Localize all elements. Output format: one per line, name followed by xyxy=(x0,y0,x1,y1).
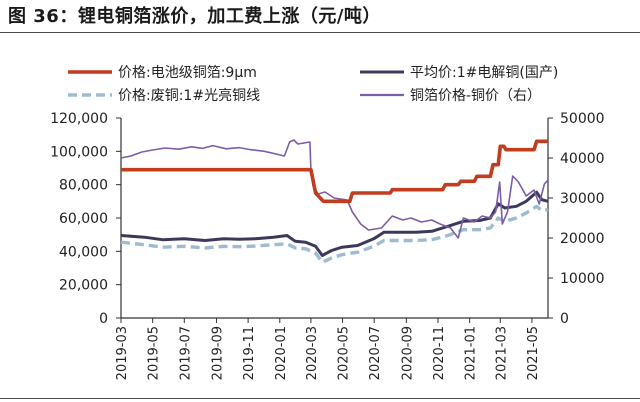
title-rule xyxy=(0,32,640,33)
y-right-tick-label: 50000 xyxy=(560,111,605,127)
series-line-0 xyxy=(121,139,548,204)
series-layer xyxy=(120,139,549,264)
y-right-tick-label: 30000 xyxy=(560,191,605,207)
y-left-tick-label: 20,000 xyxy=(59,278,108,294)
x-tick-label: 2019-05 xyxy=(147,326,162,380)
x-tick-label: 2021-03 xyxy=(494,326,509,380)
y-left-tick-label: 80,000 xyxy=(59,178,108,194)
bottom-rule xyxy=(0,398,640,399)
legend-label-3: 铜箔价格-铜价（右） xyxy=(410,88,541,104)
legend-label-0: 价格:电池级铜箔:9μm xyxy=(118,65,257,81)
y-right-tick-label: 0 xyxy=(560,311,569,327)
x-tick-label: 2019-07 xyxy=(178,326,193,380)
series-line-1 xyxy=(120,190,549,257)
x-tick-label: 2019-09 xyxy=(210,326,225,380)
legend-label-1: 平均价:1#电解铜(国产) xyxy=(410,65,558,81)
x-tick-label: 2020-09 xyxy=(400,326,415,380)
x-tick-label: 2020-05 xyxy=(337,326,352,380)
y-left-tick-label: 0 xyxy=(99,311,108,327)
y-left-tick-label: 60,000 xyxy=(59,211,108,227)
x-tick-label: 2019-11 xyxy=(242,326,257,380)
y-right-tick-label: 10000 xyxy=(560,271,605,287)
y-left-tick-label: 40,000 xyxy=(59,244,108,260)
axes-layer: 0 20,000 40,000 60,000 80,000 100,000 120,000 0… xyxy=(50,111,604,380)
legend-label-2: 价格:废铜:1#光亮铜线 xyxy=(118,87,260,104)
x-tick-label: 2020-03 xyxy=(305,326,320,380)
x-tick-label: 2019-03 xyxy=(115,326,130,380)
x-tick-label: 2020-01 xyxy=(274,326,289,380)
y-left-tick-label: 120,000 xyxy=(50,111,108,127)
x-tick-label: 2020-11 xyxy=(432,326,447,380)
legend-layer: 价格:电池级铜箔:9μm 平均价:1#电解铜(国产) 价格:废铜:1#光亮铜线 铜箔价… xyxy=(68,65,558,104)
series-line-2 xyxy=(120,204,549,264)
y-right-tick-label: 20000 xyxy=(560,231,605,247)
figure-title: 图 36：锂电铜箔涨价，加工费上涨（元/吨） xyxy=(8,6,381,27)
x-tick-label: 2021-01 xyxy=(464,326,479,380)
series-line-3 xyxy=(120,139,549,239)
x-tick-label: 2021-05 xyxy=(526,326,541,380)
x-tick-label: 2020-07 xyxy=(368,326,383,380)
y-left-tick-label: 100,000 xyxy=(50,144,108,160)
y-right-tick-label: 40000 xyxy=(560,151,605,167)
